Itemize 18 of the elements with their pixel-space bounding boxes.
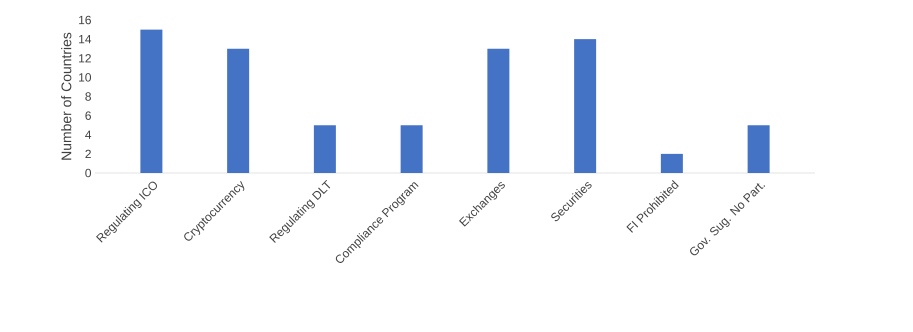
y-tick-label: 12 xyxy=(79,54,91,62)
y-tick-label: 6 xyxy=(85,111,91,120)
bar xyxy=(660,154,683,173)
bar xyxy=(574,39,596,173)
y-tick-label: 14 xyxy=(79,35,92,44)
y-tick-label: 16 xyxy=(79,16,91,24)
y-tick-label: 0 xyxy=(85,168,92,178)
y-axis-title: Number of Countries xyxy=(61,32,72,160)
y-tick-label: 10 xyxy=(79,73,92,82)
y-tick-label: 8 xyxy=(85,92,91,101)
bar xyxy=(314,125,336,173)
y-tick-label: 2 xyxy=(85,150,91,158)
y-tick-label: 4 xyxy=(85,130,92,139)
bar xyxy=(487,48,510,173)
bar xyxy=(748,125,770,173)
bar xyxy=(400,125,423,173)
bar xyxy=(227,48,250,173)
bar xyxy=(140,30,162,173)
